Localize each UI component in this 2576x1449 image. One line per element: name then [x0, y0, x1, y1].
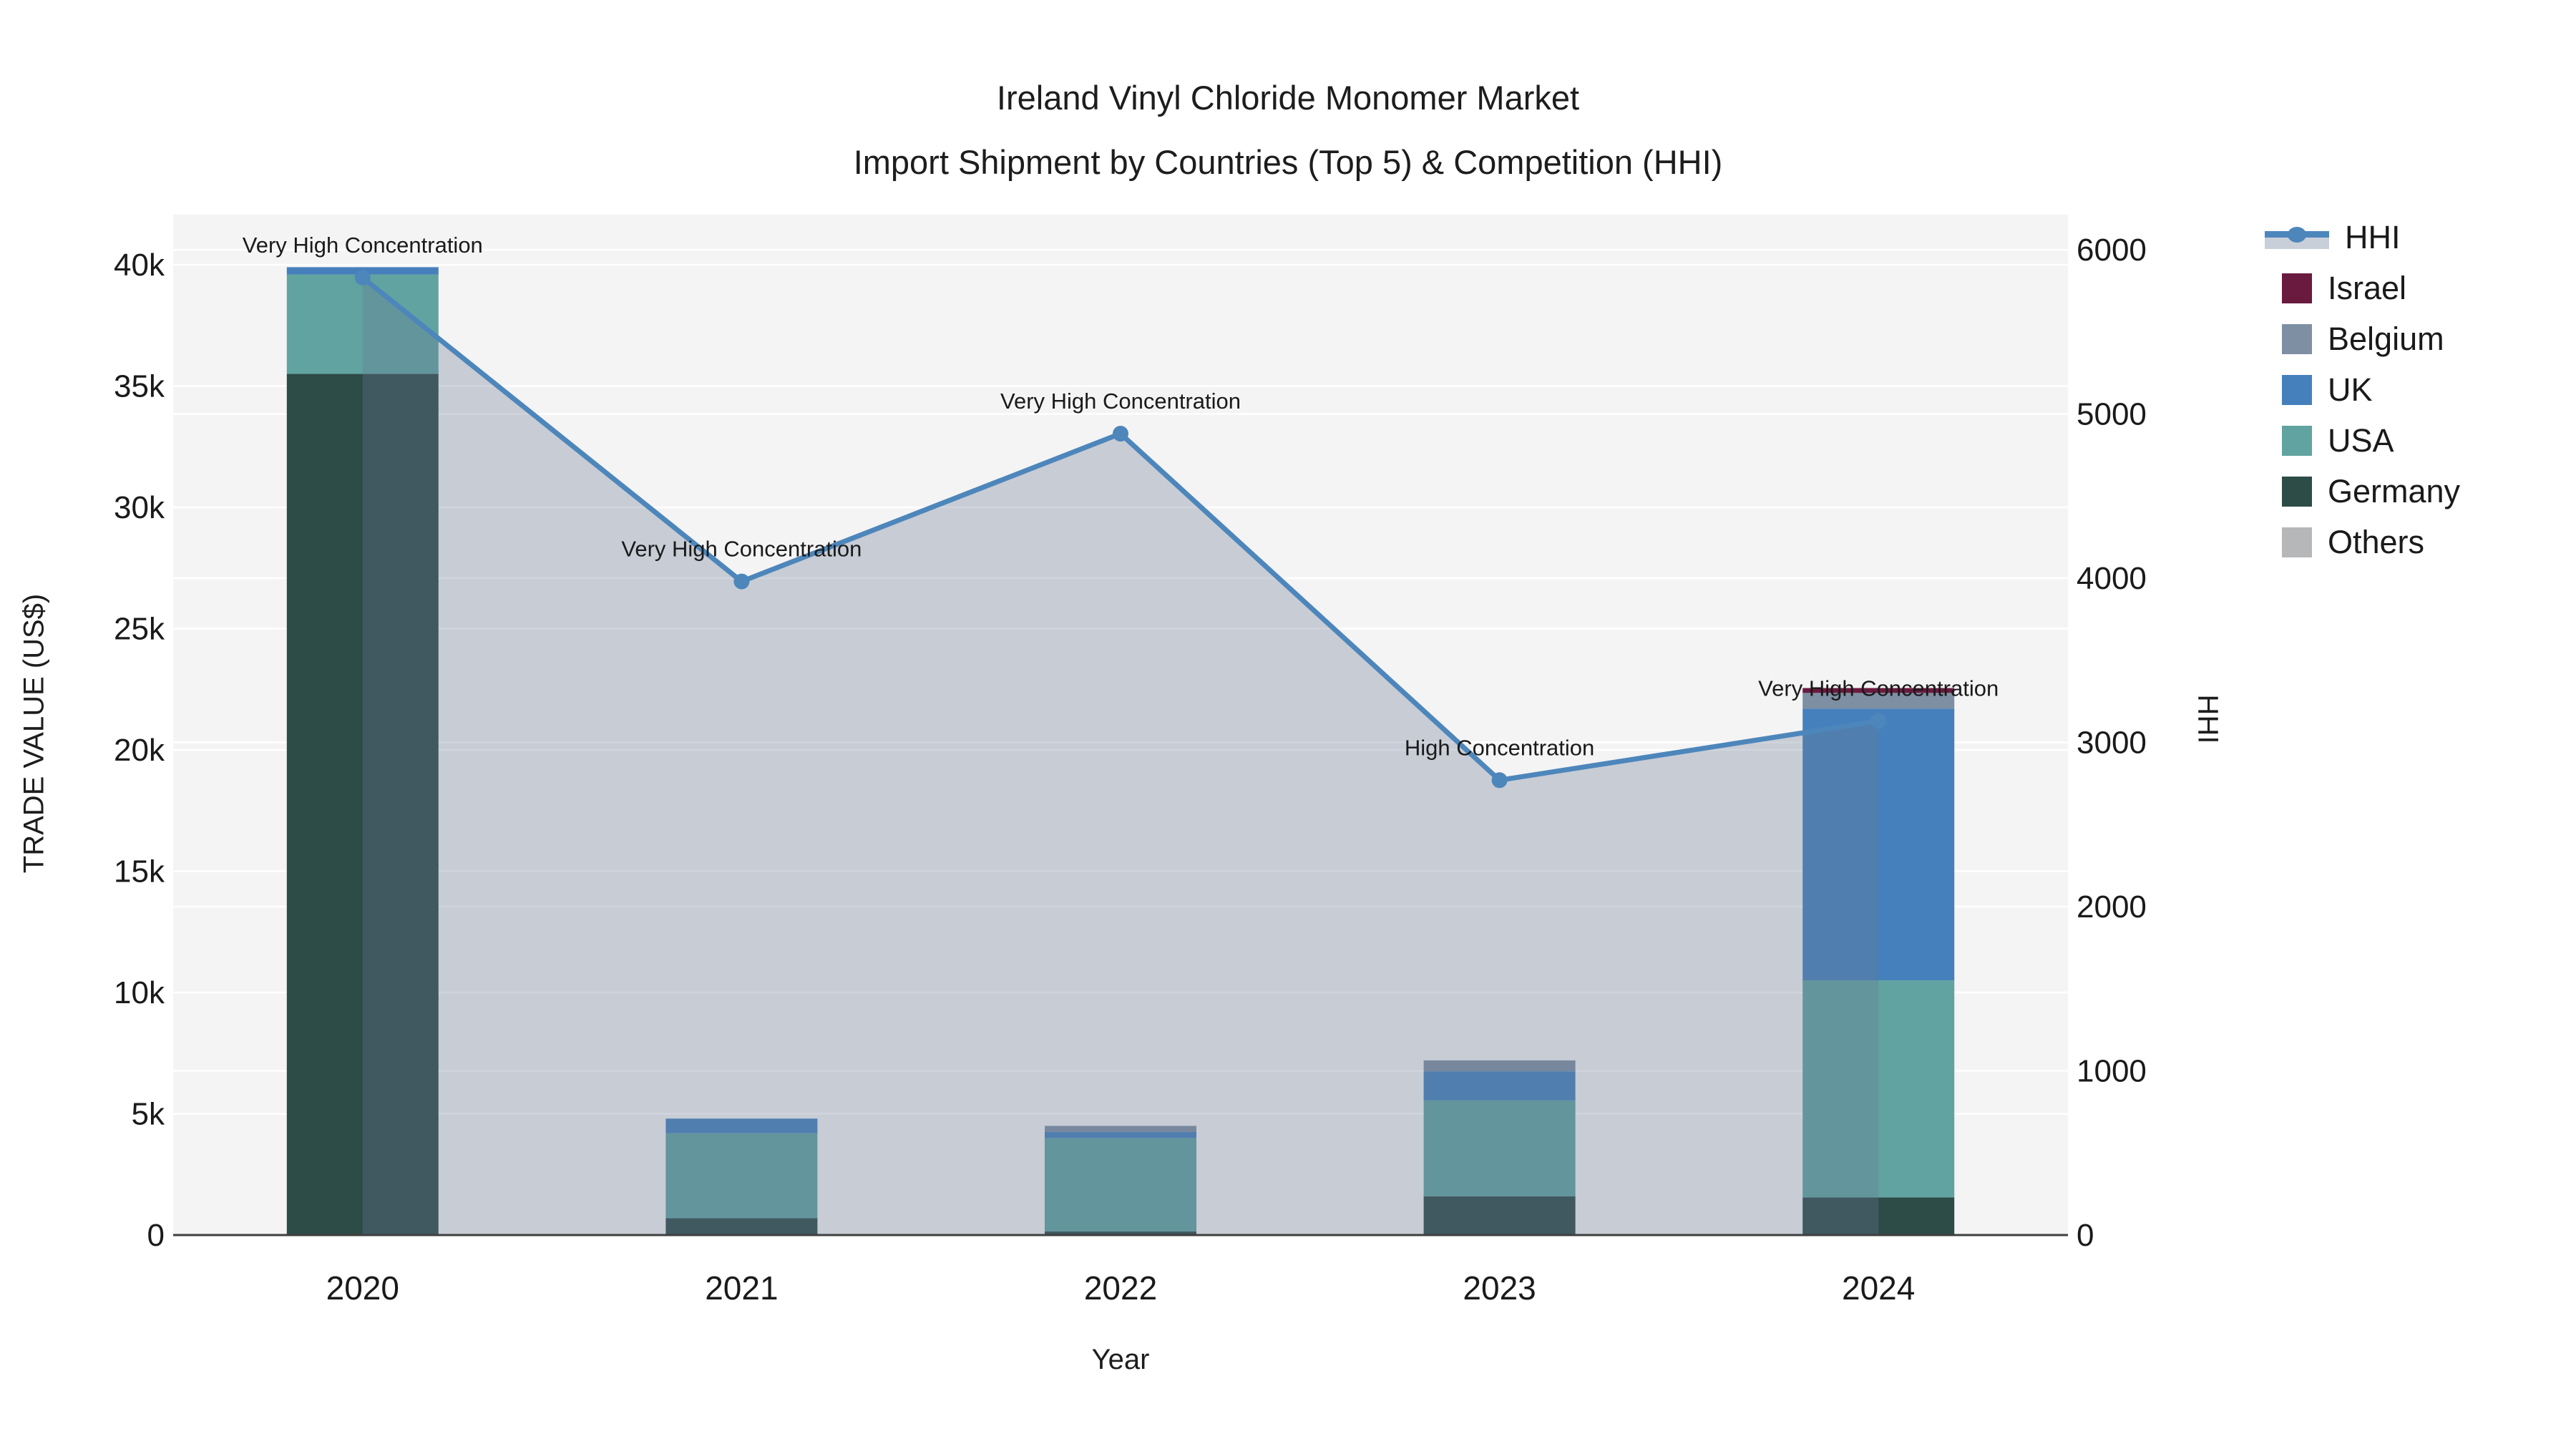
- hhi-marker-2020: [354, 270, 371, 286]
- bar-segment-belgium-2024: [1802, 693, 1955, 709]
- legend-swatch-usa: [2282, 426, 2312, 456]
- y-left-tick-label-10k: 10k: [114, 975, 165, 1010]
- legend-item-germany[interactable]: Germany: [2265, 473, 2461, 509]
- legend-item-belgium[interactable]: Belgium: [2265, 321, 2460, 357]
- legend-item-usa[interactable]: USA: [2265, 422, 2460, 459]
- hhi-fill-sample: [2265, 237, 2329, 249]
- y-right-tick-label-2000: 2000: [2077, 889, 2147, 924]
- legend-swatch-israel: [2282, 273, 2312, 303]
- y-left-tick-label-0: 0: [147, 1218, 165, 1253]
- legend: HHI Israel Belgium UK USA Germany Others: [2265, 219, 2461, 560]
- bar-segment-usa-2022: [1045, 1138, 1196, 1231]
- y-right-tick-label-1000: 1000: [2077, 1054, 2147, 1089]
- y-left-tick-label-40k: 40k: [114, 248, 165, 283]
- bar-segment-uk-2022: [1045, 1131, 1196, 1138]
- bar-segment-germany-2023: [1423, 1196, 1576, 1235]
- x-tick-label-2021: 2021: [705, 1269, 778, 1307]
- bar-segment-germany-2024: [1802, 1197, 1955, 1235]
- bar-segment-germany-2022: [1045, 1231, 1196, 1235]
- x-tick-label-2024: 2024: [1842, 1269, 1915, 1307]
- y-right-tick-label-3000: 3000: [2077, 726, 2147, 761]
- bar-segment-germany-2020: [286, 374, 439, 1235]
- annotation-2023: High Concentration: [1405, 735, 1594, 760]
- chart-title-line2: Import Shipment by Countries (Top 5) & C…: [853, 143, 1723, 181]
- y-left-axis-title: TRADE VALUE (US$): [18, 593, 50, 874]
- annotation-2021: Very High Concentration: [621, 537, 862, 562]
- bar-segment-germany-2021: [665, 1218, 818, 1235]
- bar-segment-uk-2021: [665, 1118, 818, 1133]
- y-left-tick-label-5k: 5k: [132, 1097, 165, 1132]
- legend-item-others[interactable]: Others: [2265, 524, 2460, 560]
- bar-segment-israel-2024: [1802, 688, 1955, 693]
- legend-swatch-germany: [2282, 477, 2312, 507]
- legend-label-hhi: HHI: [2345, 219, 2401, 255]
- hhi-marker-2022: [1113, 426, 1128, 442]
- hhi-marker-2024: [1870, 713, 1887, 729]
- bar-segment-usa-2023: [1423, 1100, 1576, 1196]
- y-left-tick-label-30k: 30k: [114, 490, 165, 525]
- y-right-tick-label-4000: 4000: [2077, 561, 2147, 596]
- legend-item-hhi[interactable]: HHI: [2265, 219, 2460, 255]
- hhi-marker-2021: [733, 573, 750, 590]
- legend-label-usa: USA: [2328, 422, 2394, 459]
- hhi-marker-2023: [1491, 772, 1508, 789]
- legend-label-uk: UK: [2328, 371, 2373, 408]
- legend-item-israel[interactable]: Israel: [2265, 270, 2460, 306]
- y-left-tick-label-35k: 35k: [114, 369, 165, 404]
- legend-label-germany: Germany: [2328, 473, 2461, 509]
- annotation-2022: Very High Concentration: [1000, 389, 1241, 414]
- legend-label-others: Others: [2328, 524, 2425, 560]
- y-left-tick-label-25k: 25k: [114, 612, 165, 647]
- hhi-line-sample-icon: [2265, 222, 2329, 253]
- bar-segment-usa-2021: [665, 1133, 818, 1219]
- x-axis-title: Year: [1091, 1344, 1150, 1375]
- hhi-area-fill: [362, 278, 1879, 1235]
- legend-item-uk[interactable]: UK: [2265, 371, 2460, 408]
- x-tick-label-2020: 2020: [326, 1269, 399, 1307]
- legend-label-israel: Israel: [2328, 270, 2407, 306]
- bar-segment-usa-2020: [286, 274, 439, 374]
- legend-swatch-uk: [2282, 375, 2312, 405]
- y-left-tick-label-20k: 20k: [114, 733, 165, 768]
- bar-segment-uk-2023: [1423, 1071, 1576, 1101]
- y-right-tick-label-0: 0: [2077, 1218, 2094, 1253]
- legend-label-belgium: Belgium: [2328, 321, 2444, 357]
- bar-segment-belgium-2022: [1045, 1126, 1196, 1132]
- bar-segment-usa-2024: [1802, 980, 1955, 1198]
- bar-segment-uk-2024: [1802, 708, 1955, 981]
- y-right-tick-label-5000: 5000: [2077, 397, 2147, 432]
- x-tick-label-2022: 2022: [1084, 1269, 1157, 1307]
- legend-swatch-belgium: [2282, 324, 2312, 354]
- annotation-2020: Very High Concentration: [243, 233, 483, 258]
- y-right-tick-label-6000: 6000: [2077, 233, 2147, 268]
- x-tick-label-2023: 2023: [1463, 1269, 1536, 1307]
- legend-swatch-others: [2282, 527, 2312, 557]
- annotation-2024: Very High Concentration: [1758, 676, 1999, 701]
- chart-title: Ireland Vinyl Chloride Monomer Market Im…: [0, 66, 2576, 195]
- hhi-marker-sample: [2288, 226, 2306, 243]
- y-left-tick-label-15k: 15k: [114, 854, 165, 889]
- chart-title-line1: Ireland Vinyl Chloride Monomer Market: [996, 79, 1580, 117]
- bar-segment-belgium-2023: [1423, 1060, 1576, 1072]
- y-right-axis-title: HHI: [2192, 694, 2224, 744]
- plot-background: [173, 215, 2068, 1235]
